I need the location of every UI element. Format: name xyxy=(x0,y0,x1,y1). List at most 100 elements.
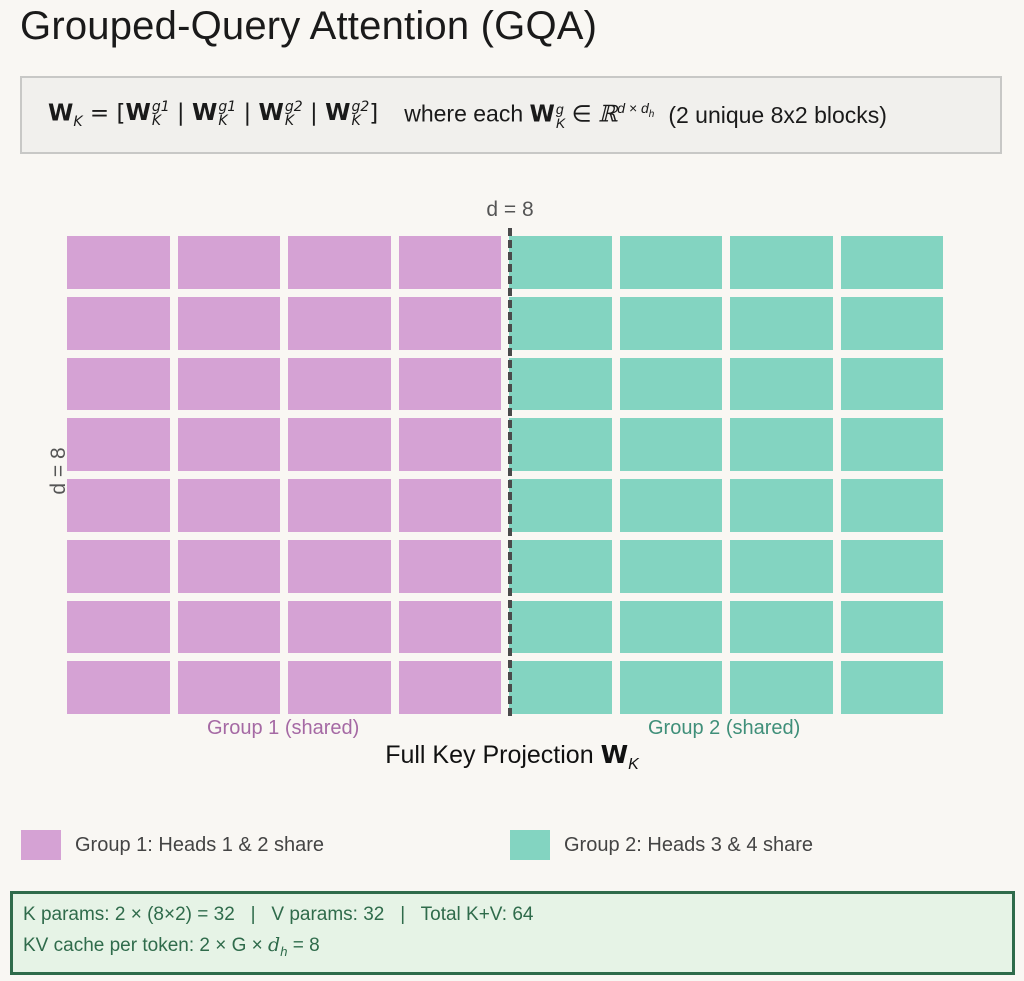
matrix-cell-group-1 xyxy=(398,539,501,593)
formula-term-scripts: g1 K xyxy=(152,100,170,128)
matrix-cell-group-1 xyxy=(177,539,280,593)
matrix-caption-symbol: W xyxy=(600,740,629,769)
matrix-cell-group-1 xyxy=(67,357,170,411)
legend-swatch-group-1 xyxy=(21,830,61,860)
matrix-cell-group-1 xyxy=(67,600,170,654)
formula-term-w: W xyxy=(191,100,218,127)
matrix-cell-group-1 xyxy=(67,236,170,289)
matrix-cell-group-2 xyxy=(619,600,722,654)
matrix-cell-group-2 xyxy=(619,539,722,593)
matrix-cell-group-1 xyxy=(398,661,501,714)
formula-term-sub: K xyxy=(151,112,161,129)
matrix-caption: Full Key Projection WK xyxy=(0,740,1024,774)
matrix-cell-group-1 xyxy=(288,600,391,654)
matrix-cell-group-2 xyxy=(840,479,943,532)
stats-box: K params: 2 × (8×2) = 32 | V params: 32 … xyxy=(10,891,1015,975)
matrix-cell-group-2 xyxy=(509,357,612,411)
matrix-cell-group-2 xyxy=(509,539,612,593)
matrix-cell-group-1 xyxy=(177,479,280,532)
matrix-cell-group-2 xyxy=(730,357,833,411)
matrix-cell-group-1 xyxy=(398,296,501,350)
matrix-cell-group-2 xyxy=(840,296,943,350)
formula-set-exponent: d × d xyxy=(617,100,649,117)
matrix-cell-group-2 xyxy=(840,236,943,289)
matrix-cell-group-2 xyxy=(619,479,722,532)
matrix-cell-group-1 xyxy=(67,418,170,471)
matrix-cell-group-1 xyxy=(177,418,280,471)
formula-term-sup: g2 xyxy=(351,98,370,115)
stats-line-params: K params: 2 × (8×2) = 32 | V params: 32 … xyxy=(23,904,534,925)
matrix-cell-group-1 xyxy=(288,418,391,471)
matrix-cell-group-1 xyxy=(288,357,391,411)
legend-label-group-2: Group 2: Heads 3 & 4 share xyxy=(564,833,814,856)
matrix-cell-group-1 xyxy=(398,600,501,654)
formula-where-sub: K xyxy=(555,114,566,131)
matrix-cell-group-1 xyxy=(398,357,501,411)
formula-separator: | xyxy=(169,100,192,127)
formula-term-sub: K xyxy=(284,112,295,129)
dimension-label-top: d = 8 xyxy=(486,198,534,221)
matrix-cell-group-1 xyxy=(67,661,170,714)
matrix-cell-group-1 xyxy=(67,296,170,350)
stats-cache-var: d xyxy=(268,934,281,956)
formula-term-scripts: g1 K xyxy=(218,100,236,128)
matrix-cell-group-2 xyxy=(840,539,943,593)
legend-swatch-group-2 xyxy=(510,830,550,860)
matrix-cell-group-2 xyxy=(840,418,943,471)
matrix-cell-group-2 xyxy=(730,661,833,714)
legend-label-group-1: Group 1: Heads 1 & 2 share xyxy=(75,833,325,856)
matrix-cell-group-1 xyxy=(288,296,391,350)
formula-term-scripts: g2 K xyxy=(285,100,303,128)
matrix-cell-group-1 xyxy=(398,418,501,471)
matrix-cell-group-1 xyxy=(398,479,501,532)
formula-where-w: W xyxy=(529,101,555,128)
legend-item-group-1: Group 1: Heads 1 & 2 share xyxy=(21,830,324,860)
group-2-label: Group 2 (shared) xyxy=(648,717,801,739)
matrix-cell-group-2 xyxy=(509,479,612,532)
matrix-cell-group-1 xyxy=(288,539,391,593)
formula-where-text: where each xyxy=(404,100,524,127)
matrix-cell-group-1 xyxy=(177,357,280,411)
matrix-cell-group-2 xyxy=(619,661,722,714)
matrix-cell-group-1 xyxy=(177,296,280,350)
matrix-caption-sub: K xyxy=(628,756,639,773)
formula-term-sub: K xyxy=(351,112,361,129)
formula-term-sup: g1 xyxy=(151,98,170,115)
matrix-cell-group-2 xyxy=(730,418,833,471)
formula-lhs: W xyxy=(48,100,74,127)
group-divider xyxy=(508,228,512,716)
matrix-cell-group-2 xyxy=(840,357,943,411)
formula-where-sup: g xyxy=(555,100,564,117)
matrix-cell-group-2 xyxy=(619,296,722,350)
formula-term-w: W xyxy=(325,100,351,127)
formula-lhs-sub: K xyxy=(73,114,83,131)
group-1-label: Group 1 (shared) xyxy=(207,717,360,739)
formula-separator: | xyxy=(302,100,326,127)
formula-term-sub: K xyxy=(218,112,228,129)
matrix-cell-group-1 xyxy=(177,661,280,714)
matrix-cell-group-2 xyxy=(509,236,612,289)
formula-close: ] xyxy=(369,100,379,127)
matrix-cell-group-2 xyxy=(509,418,612,471)
matrix-cell-group-2 xyxy=(730,296,833,350)
matrix-caption-text: Full Key Projection xyxy=(385,741,601,769)
matrix-cell-group-1 xyxy=(288,479,391,532)
matrix-cell-group-2 xyxy=(509,296,612,350)
matrix-cell-group-1 xyxy=(288,236,391,289)
matrix-cell-group-2 xyxy=(509,600,612,654)
matrix-cell-group-2 xyxy=(840,600,943,654)
matrix-cell-group-2 xyxy=(840,661,943,714)
weight-matrix xyxy=(67,236,943,714)
matrix-cell-group-1 xyxy=(67,479,170,532)
stats-cache-sub: h xyxy=(280,943,288,959)
matrix-cell-group-2 xyxy=(509,661,612,714)
legend-item-group-2: Group 2: Heads 3 & 4 share xyxy=(510,830,813,860)
matrix-cell-group-2 xyxy=(619,418,722,471)
matrix-cell-group-2 xyxy=(730,236,833,289)
matrix-cell-group-2 xyxy=(619,236,722,289)
formula-term-w: W xyxy=(258,100,284,127)
formula-set: ℝ xyxy=(598,101,618,128)
